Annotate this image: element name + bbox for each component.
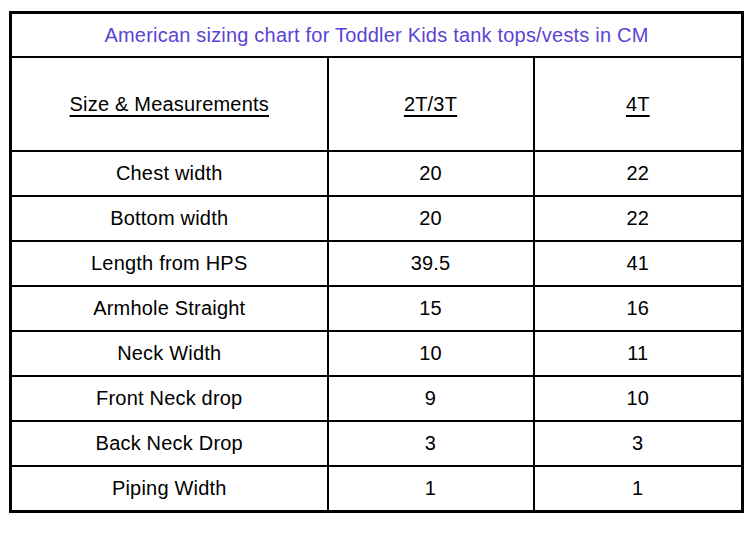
row-value-2t3t: 15: [328, 286, 534, 331]
row-value-2t3t: 3: [328, 421, 534, 466]
row-label: Length from HPS: [11, 241, 328, 286]
row-value-2t3t: 9: [328, 376, 534, 421]
header-cell-4t: 4T: [534, 57, 743, 151]
row-label: Armhole Straight: [11, 286, 328, 331]
sizing-table: American sizing chart for Toddler Kids t…: [9, 11, 744, 513]
row-value-4t: 11: [534, 331, 743, 376]
row-label: Back Neck Drop: [11, 421, 328, 466]
page-title: American sizing chart for Toddler Kids t…: [104, 24, 648, 47]
table-row: Bottom width 20 22: [11, 196, 743, 241]
row-value-4t: 3: [534, 421, 743, 466]
title-row: American sizing chart for Toddler Kids t…: [11, 13, 743, 58]
row-value-2t3t: 10: [328, 331, 534, 376]
row-value-4t: 22: [534, 151, 743, 196]
row-label: Bottom width: [11, 196, 328, 241]
row-value-2t3t: 20: [328, 151, 534, 196]
row-value-4t: 22: [534, 196, 743, 241]
table-row: Back Neck Drop 3 3: [11, 421, 743, 466]
row-value-4t: 16: [534, 286, 743, 331]
header-cell-measurements: Size & Measurements: [11, 57, 328, 151]
page: American sizing chart for Toddler Kids t…: [0, 0, 750, 534]
header-row: Size & Measurements 2T/3T 4T: [11, 57, 743, 151]
table-row: Front Neck drop 9 10: [11, 376, 743, 421]
table-row: Neck Width 10 11: [11, 331, 743, 376]
header-cell-2t3t: 2T/3T: [328, 57, 534, 151]
table-row: Chest width 20 22: [11, 151, 743, 196]
row-label: Neck Width: [11, 331, 328, 376]
header-label-4t: 4T: [626, 93, 650, 115]
table-row: Piping Width 1 1: [11, 466, 743, 512]
row-value-4t: 10: [534, 376, 743, 421]
row-value-2t3t: 39.5: [328, 241, 534, 286]
row-label: Piping Width: [11, 466, 328, 512]
page-title-cell: American sizing chart for Toddler Kids t…: [11, 13, 743, 58]
header-label-2t3t: 2T/3T: [404, 93, 457, 115]
row-value-2t3t: 20: [328, 196, 534, 241]
header-label-measurements: Size & Measurements: [70, 93, 269, 115]
row-label: Front Neck drop: [11, 376, 328, 421]
table-row: Length from HPS 39.5 41: [11, 241, 743, 286]
row-value-4t: 41: [534, 241, 743, 286]
table-row: Armhole Straight 15 16: [11, 286, 743, 331]
row-value-2t3t: 1: [328, 466, 534, 512]
row-value-4t: 1: [534, 466, 743, 512]
row-label: Chest width: [11, 151, 328, 196]
